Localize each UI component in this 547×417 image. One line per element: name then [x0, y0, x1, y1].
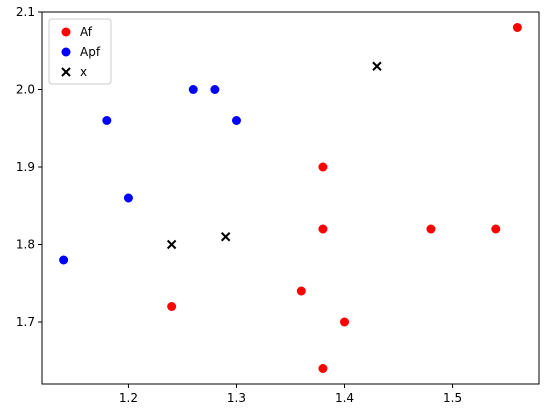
- x-tick-label: 1.4: [335, 391, 354, 405]
- legend-label: x: [80, 65, 87, 79]
- point-x-0: [372, 61, 382, 71]
- data-marks: [59, 23, 522, 373]
- legend-label: Apf: [80, 45, 101, 59]
- point-apf-4: [210, 85, 220, 94]
- y-axis: 1.7 1.8 1.9 2.0 2.1: [16, 5, 42, 329]
- legend-marker-apf: [61, 47, 71, 57]
- point-apf-5: [231, 116, 241, 125]
- legend-label: Af: [80, 25, 93, 39]
- point-apf-0: [59, 255, 69, 265]
- point-apf-1: [123, 193, 133, 203]
- point-af-1: [318, 162, 328, 172]
- point-x-1: [166, 239, 177, 250]
- x-tick-label: 1.2: [119, 391, 138, 405]
- point-af-4: [491, 224, 501, 234]
- legend-item-af: Af: [61, 25, 93, 39]
- point-af-8: [318, 364, 328, 373]
- y-tick-label: 2.0: [16, 83, 35, 97]
- legend-item-apf: Apf: [61, 45, 101, 59]
- legend-marker-x: [61, 67, 71, 77]
- point-af-7: [340, 317, 350, 327]
- point-af-3: [426, 224, 436, 234]
- x-tick-label: 1.3: [227, 391, 246, 405]
- point-apf-2: [102, 116, 112, 125]
- legend-marker-af: [61, 27, 71, 37]
- legend: Af Apf x: [48, 18, 112, 85]
- point-af-6: [296, 286, 306, 296]
- x-axis: 1.2 1.3 1.4 1.5: [119, 384, 462, 405]
- point-af-5: [167, 302, 177, 311]
- y-tick-label: 2.1: [16, 5, 35, 19]
- y-tick-label: 1.8: [16, 238, 35, 252]
- y-tick-label: 1.7: [16, 315, 35, 329]
- x-tick-label: 1.5: [443, 391, 462, 405]
- legend-item-x: x: [61, 65, 87, 79]
- point-af-0: [512, 23, 522, 32]
- plot-frame: [41, 11, 540, 385]
- point-x-2: [220, 232, 231, 242]
- y-tick-label: 1.9: [16, 160, 35, 174]
- point-apf-3: [188, 85, 198, 94]
- point-af-2: [318, 224, 328, 234]
